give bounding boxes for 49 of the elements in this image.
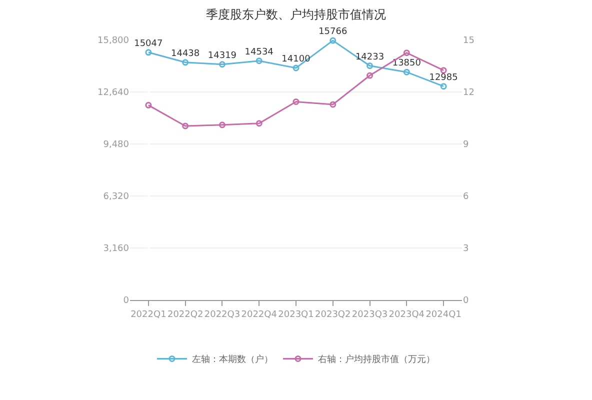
y-tick-label: 6,320 — [103, 192, 130, 202]
data-label: 14319 — [208, 50, 237, 61]
point — [218, 122, 226, 128]
x-tick-label: 2023Q2 — [315, 310, 351, 320]
data-label: 13850 — [392, 58, 422, 69]
y-tick-label: 12,640 — [98, 88, 130, 98]
y2-tick-label: 6 — [463, 192, 469, 202]
legend-label: 右轴：户均持股市值（万元） — [318, 354, 435, 366]
point — [218, 61, 226, 68]
y-tick-label: 0 — [123, 296, 130, 306]
y-tick-label: 15,800 — [98, 36, 130, 46]
point — [256, 120, 262, 127]
data-label: 12985 — [429, 72, 458, 83]
point — [182, 59, 189, 66]
y-tick-label: 9,480 — [103, 140, 130, 150]
y2-tick-label: 15 — [463, 36, 474, 46]
y2-tick-label: 3 — [463, 244, 469, 254]
point — [292, 98, 300, 105]
x-tick-label: 2024Q1 — [426, 310, 462, 320]
point — [182, 122, 189, 130]
point — [330, 37, 336, 44]
data-label: 14534 — [244, 47, 274, 58]
x-tick-label: 2022Q4 — [241, 310, 278, 320]
y-tick-label: 3,160 — [103, 244, 130, 254]
data-label: 14233 — [355, 52, 384, 62]
y2-tick-label: 9 — [463, 140, 469, 150]
point — [403, 68, 410, 76]
point — [330, 101, 336, 108]
point — [292, 64, 300, 72]
chart-title: 季度股东户数、户均持股市值情况 — [206, 7, 386, 22]
point — [440, 83, 447, 90]
y2-tick-label: 12 — [463, 88, 474, 98]
x-tick-label: 2022Q3 — [204, 310, 240, 320]
data-label: 15766 — [318, 27, 348, 38]
x-tick-label: 2023Q1 — [278, 310, 314, 320]
data-label: 15047 — [134, 39, 163, 50]
point — [145, 102, 152, 108]
x-tick-label: 2022Q1 — [130, 310, 166, 320]
point — [256, 58, 262, 64]
data-label: 14438 — [171, 49, 200, 60]
point — [145, 49, 152, 56]
point — [366, 62, 374, 70]
x-tick-label: 2022Q2 — [167, 310, 204, 320]
point — [366, 72, 374, 79]
y2-tick-label: 0 — [463, 296, 469, 306]
x-tick-label: 2023Q3 — [352, 310, 388, 320]
x-tick-label: 2023Q4 — [388, 310, 425, 320]
legend-label: 左轴：本期数（户） — [192, 354, 273, 366]
point — [403, 50, 410, 56]
